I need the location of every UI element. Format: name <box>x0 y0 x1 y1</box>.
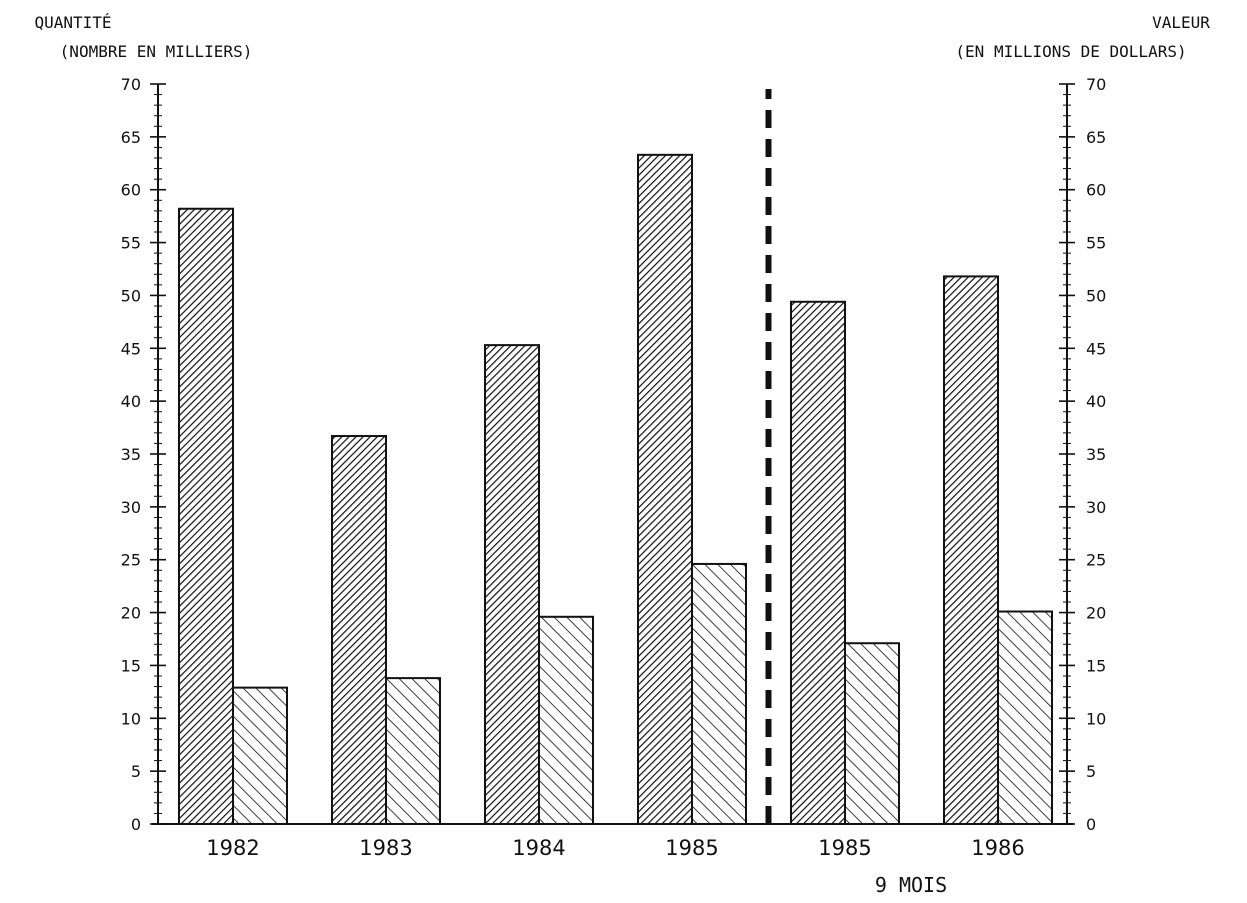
left-tick-label: 15 <box>121 656 141 675</box>
left-tick-label: 25 <box>121 551 141 570</box>
category-label-1985: 1985 <box>818 836 871 860</box>
left-tick-label: 20 <box>121 604 141 623</box>
right-tick-label: 15 <box>1086 656 1106 675</box>
category-label-1983: 1983 <box>359 836 412 860</box>
left-axis-title-line2: (NOMBRE EN MILLIERS) <box>60 42 253 61</box>
right-tick-label: 25 <box>1086 551 1106 570</box>
category-label-1984: 1984 <box>512 836 565 860</box>
left-tick-label: 65 <box>121 128 141 147</box>
right-tick-label: 30 <box>1086 498 1106 517</box>
bar-series1-1986-5 <box>943 275 999 825</box>
labels-layer: 0 5 10 15 20 25 30 35 40 45 50 55 60 65 70 0 5 10 15 20 25 30… <box>121 75 1107 860</box>
right-tick-label: 70 <box>1086 75 1106 94</box>
left-tick-label: 35 <box>121 445 141 464</box>
right-tick-label: 10 <box>1086 709 1106 728</box>
left-axis-title-line1: QUANTITÉ <box>34 13 111 32</box>
left-tick-label: 0 <box>131 815 141 834</box>
left-tick-label: 40 <box>121 392 141 411</box>
bar-series2-1985-4 <box>844 642 900 825</box>
right-tick-label: 65 <box>1086 128 1106 147</box>
category-label-1985: 1985 <box>665 836 718 860</box>
left-tick-label: 5 <box>131 762 141 781</box>
bar-series1-1985-4 <box>790 300 846 825</box>
left-tick-label: 70 <box>121 75 141 94</box>
right-tick-label: 40 <box>1086 392 1106 411</box>
right-tick-label: 60 <box>1086 181 1106 200</box>
bar-series2-1985-3 <box>691 562 747 825</box>
right-tick-label: 55 <box>1086 234 1106 253</box>
right-tick-label: 35 <box>1086 445 1106 464</box>
right-tick-label: 20 <box>1086 604 1106 623</box>
bar-series2-1982-0 <box>232 686 288 826</box>
right-axis-title-line2: (EN MILLIONS DE DOLLARS) <box>955 42 1186 61</box>
left-tick-label: 30 <box>121 498 141 517</box>
right-tick-label: 50 <box>1086 286 1106 305</box>
category-label-1986: 1986 <box>971 836 1024 860</box>
left-tick-label: 60 <box>121 181 141 200</box>
bar-series1-1985-3 <box>637 153 693 826</box>
axes-layer <box>150 83 1075 825</box>
right-axis-title-line1: VALEUR <box>1152 13 1210 32</box>
left-tick-label: 45 <box>121 339 141 358</box>
bar-series2-1986-5 <box>997 610 1053 825</box>
bar-series2-1984-2 <box>538 615 594 825</box>
bar-series1-1984-2 <box>484 344 540 825</box>
bar-series1-1983-1 <box>331 435 387 825</box>
category-label-1982: 1982 <box>206 836 259 860</box>
left-tick-label: 10 <box>121 709 141 728</box>
right-tick-label: 0 <box>1086 815 1096 834</box>
right-tick-label: 5 <box>1086 762 1096 781</box>
bars-layer <box>178 153 1053 826</box>
bar-series2-1983-1 <box>385 677 441 825</box>
right-tick-label: 45 <box>1086 339 1106 358</box>
left-tick-label: 55 <box>121 234 141 253</box>
bar-series1-1982-0 <box>178 207 234 825</box>
period-note-label: 9 MOIS <box>875 873 947 897</box>
left-tick-label: 50 <box>121 286 141 305</box>
